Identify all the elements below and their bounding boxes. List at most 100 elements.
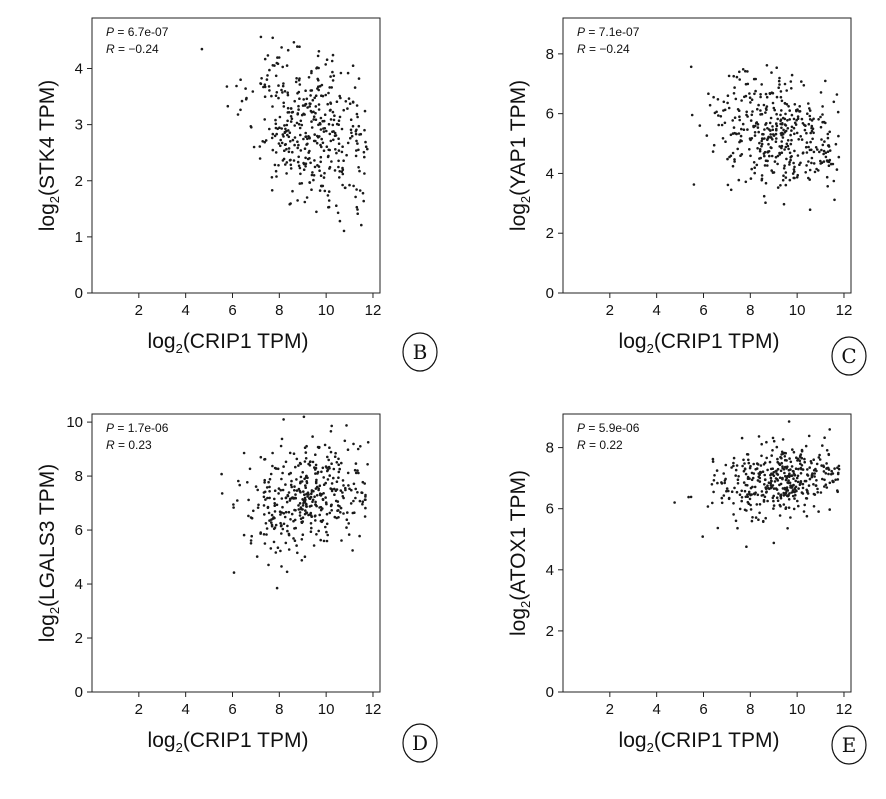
data-point xyxy=(359,445,362,448)
data-point xyxy=(314,519,317,522)
data-point xyxy=(288,159,292,162)
data-point xyxy=(833,198,836,202)
data-point xyxy=(755,163,759,167)
data-point xyxy=(770,169,773,172)
data-point xyxy=(788,151,792,155)
data-point xyxy=(779,113,782,117)
data-point xyxy=(818,150,821,154)
data-point xyxy=(824,155,828,159)
data-point xyxy=(319,505,323,509)
data-point xyxy=(316,164,319,167)
data-point xyxy=(730,466,733,469)
data-point xyxy=(309,161,312,165)
data-point xyxy=(283,124,286,127)
data-point xyxy=(808,109,812,112)
data-point xyxy=(287,548,291,551)
data-point xyxy=(302,168,306,171)
data-point xyxy=(333,131,337,135)
data-point xyxy=(296,140,299,143)
data-point xyxy=(827,472,830,476)
data-point xyxy=(776,499,780,503)
data-point xyxy=(776,460,779,464)
data-point xyxy=(730,490,734,494)
data-point xyxy=(738,115,741,118)
data-point xyxy=(796,499,799,503)
data-point xyxy=(285,500,289,504)
data-point xyxy=(783,101,787,105)
data-point xyxy=(285,161,289,164)
data-point xyxy=(266,496,269,500)
data-point xyxy=(751,110,754,113)
data-point xyxy=(338,219,342,223)
data-point xyxy=(341,172,345,176)
data-point xyxy=(711,460,715,463)
data-point xyxy=(268,89,271,92)
data-point xyxy=(805,141,809,144)
data-point xyxy=(750,478,754,482)
data-point xyxy=(338,94,342,98)
data-point xyxy=(284,483,287,486)
data-point xyxy=(331,79,335,82)
data-point xyxy=(796,480,800,484)
plot-area xyxy=(91,17,381,294)
data-point xyxy=(758,149,762,153)
data-point xyxy=(830,469,833,473)
data-point xyxy=(293,485,296,488)
x-tick-label: 4 xyxy=(181,701,189,718)
data-point xyxy=(820,148,823,152)
y-tick-label: 4 xyxy=(75,576,83,593)
panel-label-circle xyxy=(831,336,867,376)
data-point xyxy=(822,470,826,473)
data-point xyxy=(347,522,351,525)
data-point xyxy=(349,118,353,121)
data-point xyxy=(813,475,816,478)
data-point xyxy=(263,513,266,516)
data-point xyxy=(807,122,811,126)
data-point xyxy=(823,485,826,488)
data-point xyxy=(303,147,307,150)
data-point xyxy=(822,149,826,153)
data-point xyxy=(346,448,350,452)
data-point xyxy=(304,165,307,168)
data-point xyxy=(352,482,356,486)
data-point xyxy=(271,451,274,455)
data-point xyxy=(325,145,329,148)
data-point xyxy=(726,157,729,161)
x-tick-label: 8 xyxy=(275,701,283,718)
data-point xyxy=(786,144,790,148)
data-point xyxy=(306,142,309,146)
data-point xyxy=(758,476,762,480)
y-tick-label: 2 xyxy=(75,630,83,647)
data-point xyxy=(815,479,818,482)
data-point xyxy=(777,86,780,89)
data-point xyxy=(738,70,741,74)
data-point xyxy=(801,152,805,155)
data-point xyxy=(335,151,338,155)
data-point xyxy=(336,500,340,503)
data-point xyxy=(814,484,818,487)
data-point xyxy=(296,199,299,202)
data-point xyxy=(287,129,290,132)
data-point xyxy=(712,95,715,99)
data-point xyxy=(352,184,355,188)
data-point xyxy=(292,159,296,162)
x-tick-label: 8 xyxy=(746,701,754,718)
data-point xyxy=(784,506,788,509)
data-point xyxy=(319,128,323,131)
data-point xyxy=(687,495,690,499)
data-point xyxy=(268,477,272,481)
data-point xyxy=(319,184,323,188)
data-point xyxy=(349,136,352,140)
data-point xyxy=(806,112,809,115)
point-group xyxy=(689,64,841,211)
data-point xyxy=(784,478,788,482)
data-point xyxy=(263,85,267,89)
data-point xyxy=(287,111,291,114)
x-tick-label: 12 xyxy=(836,302,853,319)
data-point xyxy=(297,104,300,108)
data-point xyxy=(273,526,277,529)
p-value-annotation: P = 6.7e-07 xyxy=(106,25,169,39)
data-point xyxy=(289,115,293,118)
data-point xyxy=(345,526,348,529)
data-point xyxy=(275,132,279,136)
